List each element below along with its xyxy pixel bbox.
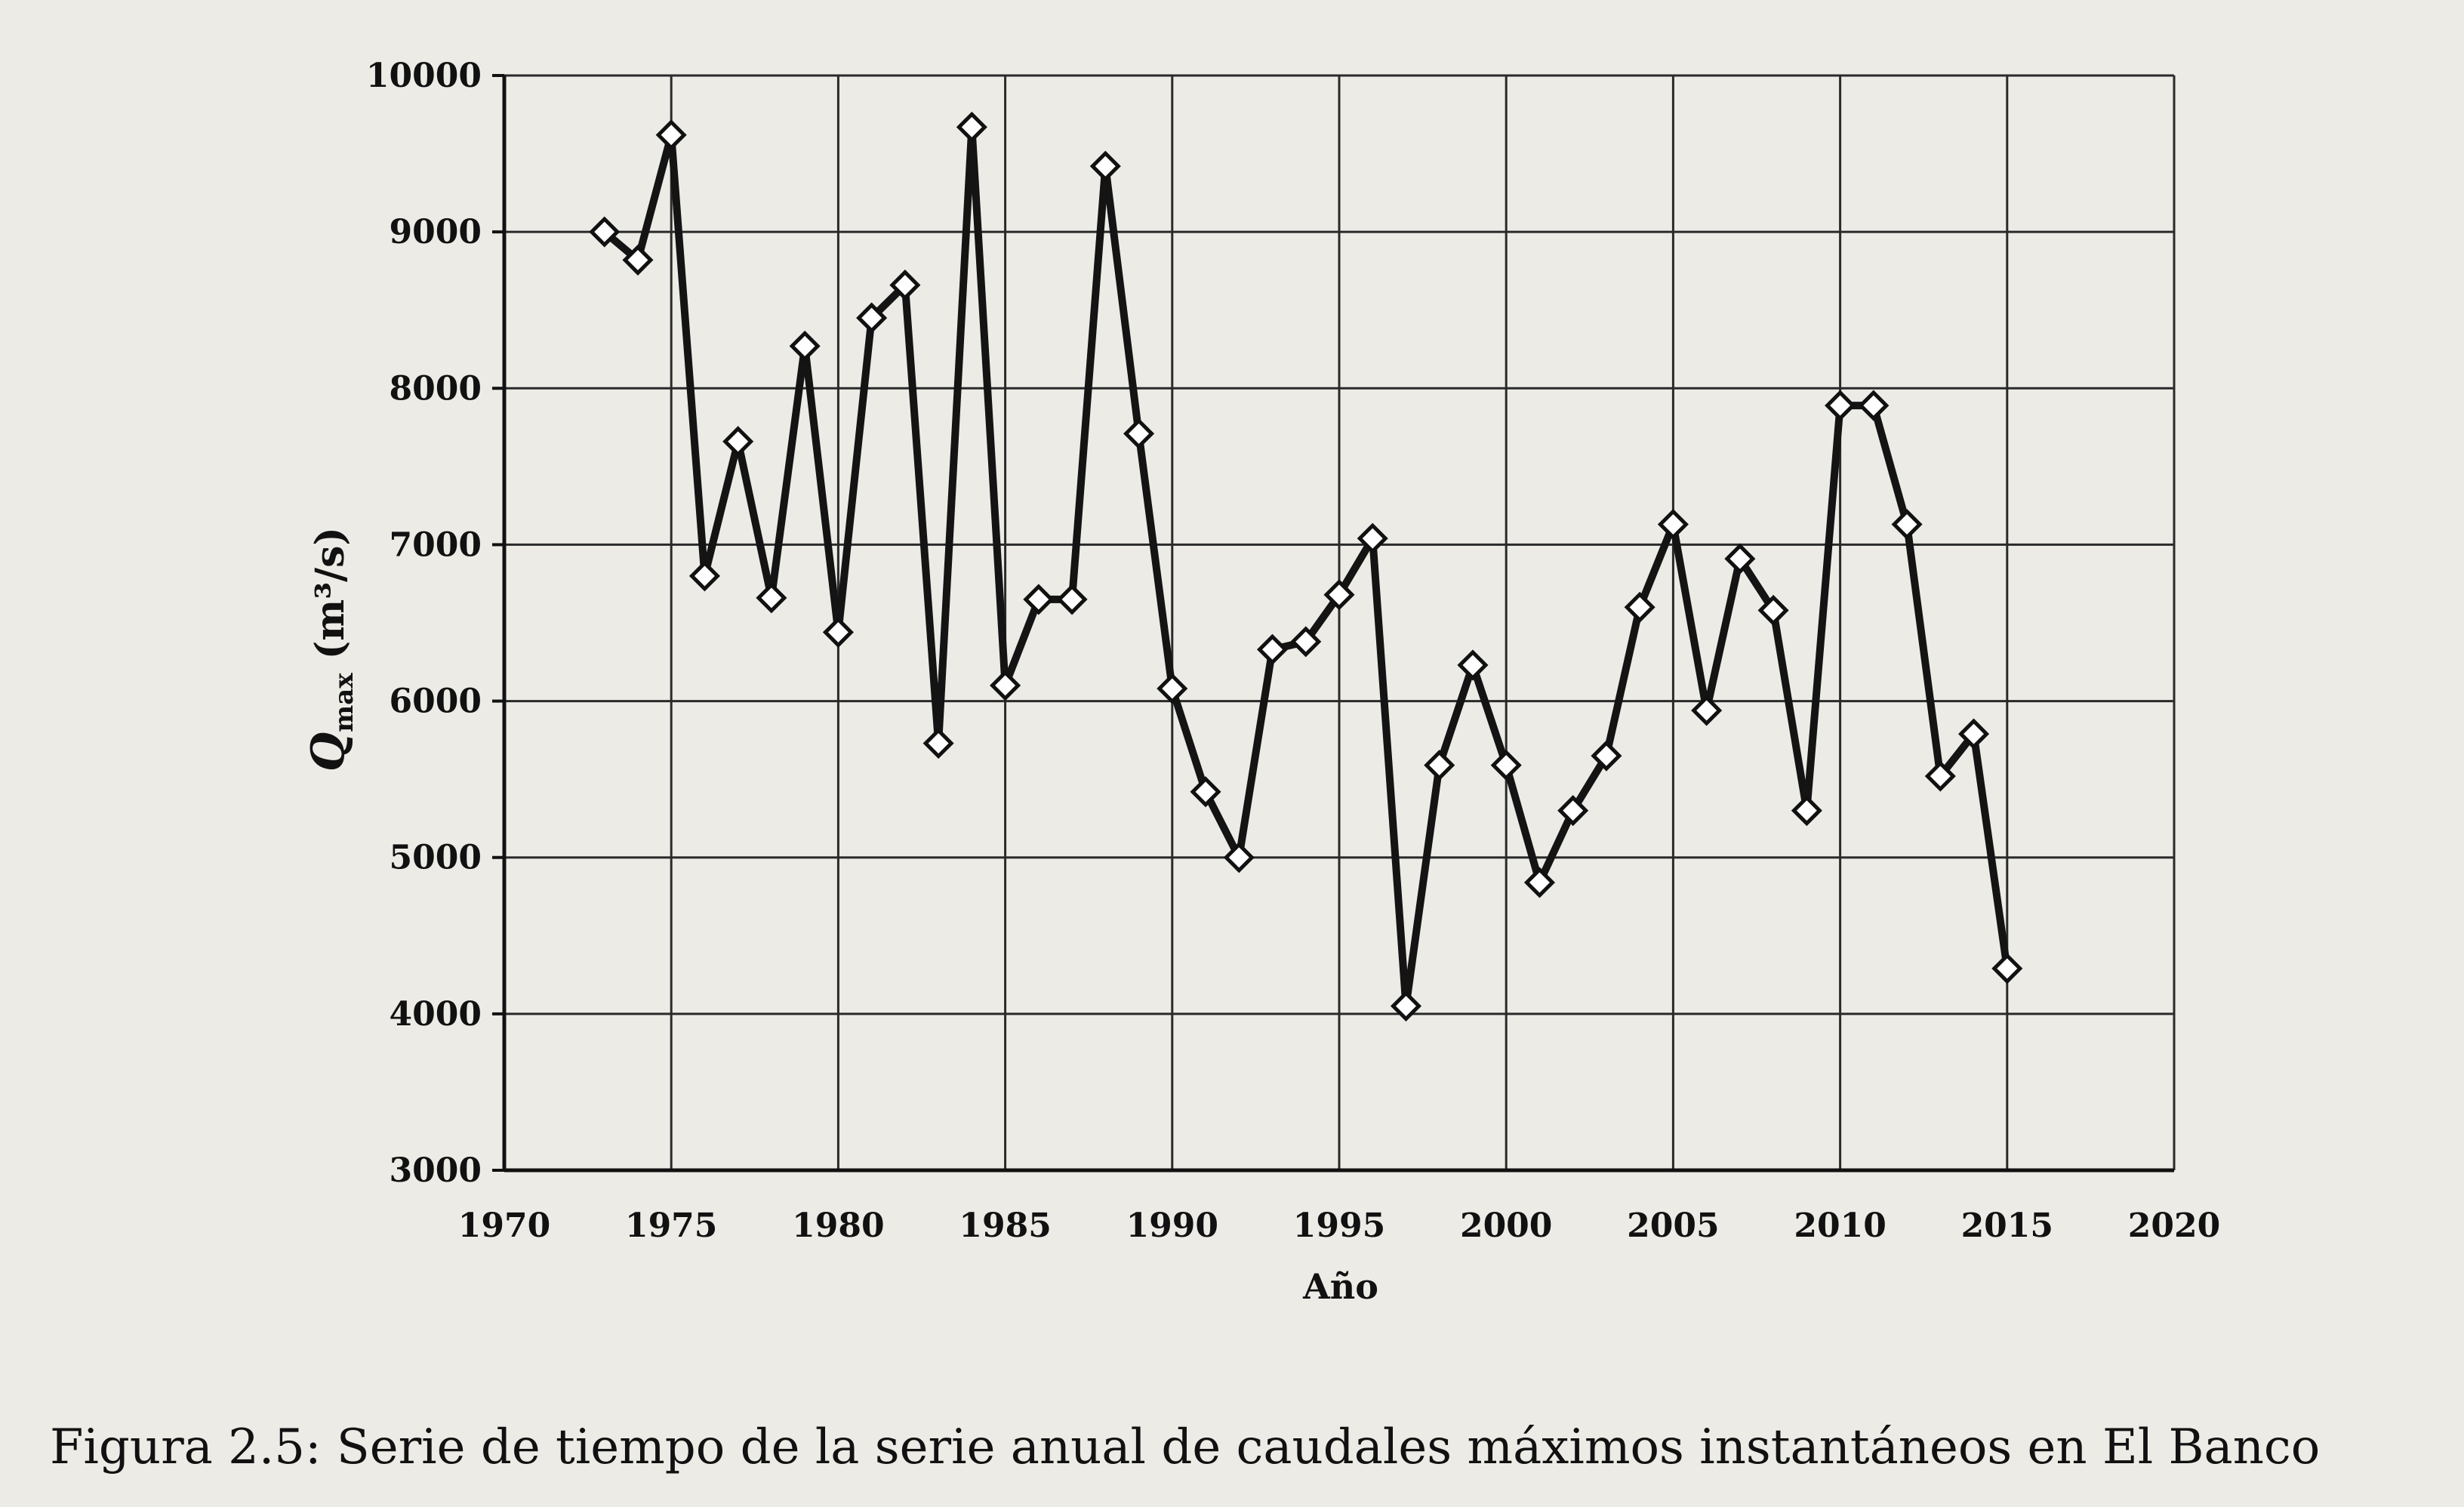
data-series <box>600 123 2011 1010</box>
data-point-marker <box>1724 543 1756 575</box>
y-axis-label: Qmax (m³/s) <box>302 527 359 772</box>
x-tick-label: 2010 <box>1794 1207 1886 1245</box>
x-tick-label: 1985 <box>959 1207 1051 1245</box>
data-point-marker <box>889 270 921 301</box>
data-point-marker <box>1991 953 2023 985</box>
x-tick-label: 1980 <box>792 1207 884 1245</box>
axes <box>492 74 2174 1173</box>
x-tick-labels: 1970 1975 1980 1985 1990 1995 2000 2005 2010 2015… <box>458 1207 2220 1245</box>
data-point-marker <box>1190 776 1221 808</box>
series-line <box>600 123 2011 1010</box>
data-point-marker <box>589 216 621 248</box>
data-point-marker <box>1624 591 1656 623</box>
data-point-marker <box>1891 508 1923 541</box>
grid <box>503 74 2176 1172</box>
data-point-marker <box>1424 749 1455 781</box>
data-point-marker <box>1523 867 1555 898</box>
y-tick-label: 8000 <box>390 369 482 408</box>
x-tick-label: 2015 <box>1961 1207 2053 1245</box>
data-point-marker <box>956 111 987 143</box>
y-tick-label: 9000 <box>390 213 482 251</box>
data-point-marker <box>1390 990 1422 1022</box>
data-point-marker <box>1256 633 1289 665</box>
figure-caption: Figura 2.5: Serie de tiempo de la serie … <box>50 1419 2320 1475</box>
data-point-marker <box>1357 522 1388 554</box>
data-point-marker <box>1757 594 1789 626</box>
x-tick-label: 1995 <box>1293 1207 1385 1245</box>
y-tick-label: 5000 <box>390 839 482 877</box>
x-tick-label: 2000 <box>1460 1207 1552 1245</box>
data-point-marker <box>688 560 720 592</box>
data-point-marker <box>1023 584 1055 615</box>
data-point-marker <box>822 616 854 648</box>
data-point-marker <box>1157 673 1188 704</box>
data-point-marker <box>990 670 1021 701</box>
data-point-marker <box>1557 795 1589 827</box>
data-point-marker <box>1223 842 1255 874</box>
data-point-marker <box>1490 749 1522 781</box>
data-point-marker <box>856 302 888 334</box>
y-axis-label-symbol: Q <box>302 732 355 772</box>
data-point-marker <box>1323 579 1355 611</box>
data-point-marker <box>1123 418 1155 449</box>
data-point-marker <box>1691 695 1723 726</box>
x-tick-label: 1975 <box>625 1207 717 1245</box>
y-tick-label: 7000 <box>390 525 482 564</box>
x-tick-label: 1990 <box>1126 1207 1218 1245</box>
x-tick-label: 2020 <box>2128 1207 2220 1245</box>
y-axis-label-subscript: max <box>329 673 359 732</box>
y-tick-label: 3000 <box>390 1151 482 1190</box>
data-point-marker <box>1791 795 1822 827</box>
y-tick-label: 6000 <box>390 683 482 721</box>
data-point-marker <box>789 330 821 362</box>
data-point-marker <box>1825 390 1856 421</box>
caption-label: Figura 2.5: <box>50 1419 322 1475</box>
data-point-marker <box>1657 508 1689 541</box>
data-point-marker <box>1290 626 1322 658</box>
data-markers <box>589 111 2023 1022</box>
data-point-marker <box>1591 740 1622 772</box>
data-point-marker <box>922 727 954 760</box>
data-point-marker <box>1056 584 1088 615</box>
data-point-marker <box>1089 150 1121 182</box>
x-axis-label: Año <box>1302 1266 1378 1307</box>
data-point-marker <box>622 244 654 276</box>
data-point-marker <box>1924 760 1956 792</box>
data-point-marker <box>1858 390 1890 421</box>
data-point-marker <box>1457 649 1489 681</box>
caption-text: Serie de tiempo de la serie anual de cau… <box>321 1419 2321 1475</box>
x-tick-label: 2005 <box>1627 1207 1719 1245</box>
y-axis-label-unit: (m³/s) <box>307 527 353 673</box>
data-point-marker <box>1958 718 1990 750</box>
data-point-marker <box>655 119 687 151</box>
y-tick-label: 4000 <box>390 995 482 1034</box>
y-tick-label: 10000 <box>366 57 482 95</box>
data-point-marker <box>756 582 787 614</box>
x-tick-label: 1970 <box>458 1207 550 1245</box>
data-point-marker <box>722 426 754 458</box>
y-tick-labels: 10000 9000 8000 7000 6000 5000 4000 3000 <box>366 57 482 1190</box>
